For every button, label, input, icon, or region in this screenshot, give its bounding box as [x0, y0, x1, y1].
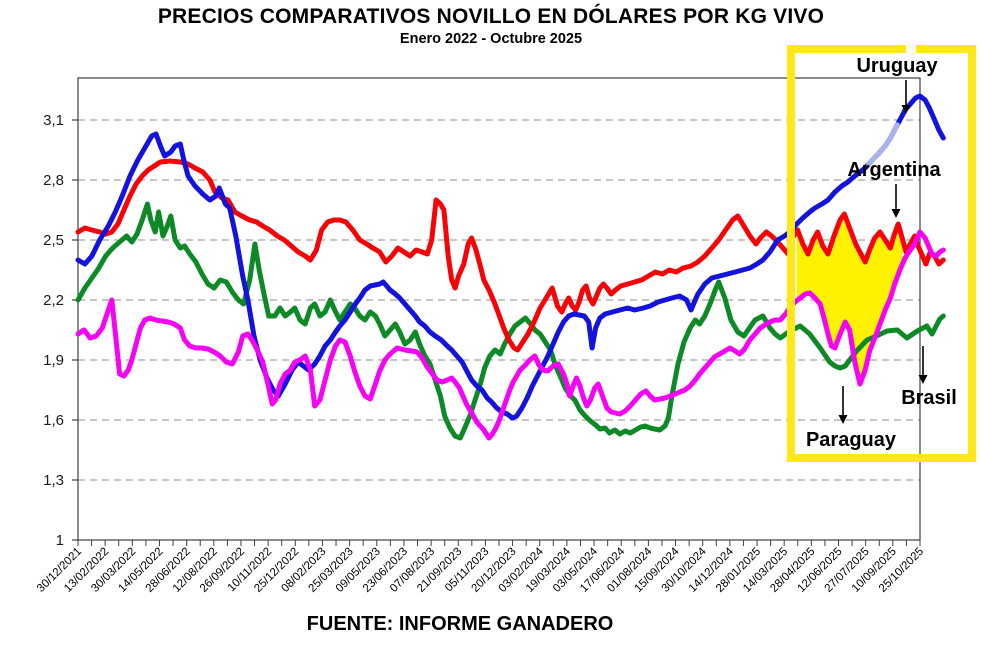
series-line-argentina [75, 158, 946, 353]
y-tick-label: 3,1 [43, 112, 64, 129]
series-line-brasil [75, 201, 946, 441]
annotation-arrowhead-uruguay [901, 105, 911, 114]
annotation-label-uruguay: Uruguay [856, 55, 938, 77]
chart-source: FUENTE: INFORME GANADERO [306, 613, 614, 635]
annotation-arrowhead-argentina [891, 209, 901, 218]
y-tick-label: 1 [56, 532, 64, 549]
y-tick-label: 2,8 [43, 172, 64, 189]
y-tick-label: 1,6 [43, 412, 64, 429]
annotation-arrowhead-paraguay [838, 415, 848, 424]
series-line-paraguay [75, 229, 946, 441]
annotation-label-brasil: Brasil [901, 387, 957, 409]
y-tick-label: 1,9 [43, 352, 64, 369]
chart-title: PRECIOS COMPARATIVOS NOVILLO EN DÓLARES … [157, 5, 825, 28]
y-tick-label: 1,3 [43, 472, 64, 489]
highlight-box-notch [906, 44, 916, 55]
highlight-fill-argentina-paraguay [796, 214, 903, 384]
annotation-label-argentina: Argentina [847, 159, 941, 181]
uruguay-light-segment [866, 122, 900, 167]
y-tick-label: 2,5 [43, 232, 64, 249]
annotation-arrowhead-brasil [918, 375, 928, 384]
series-line-uruguay [75, 93, 946, 421]
annotation-label-paraguay: Paraguay [806, 429, 897, 451]
highlight-box [787, 45, 976, 462]
y-tick-label: 2,2 [43, 292, 64, 309]
chart-subtitle: Enero 2022 - Octubre 2025 [399, 31, 583, 47]
